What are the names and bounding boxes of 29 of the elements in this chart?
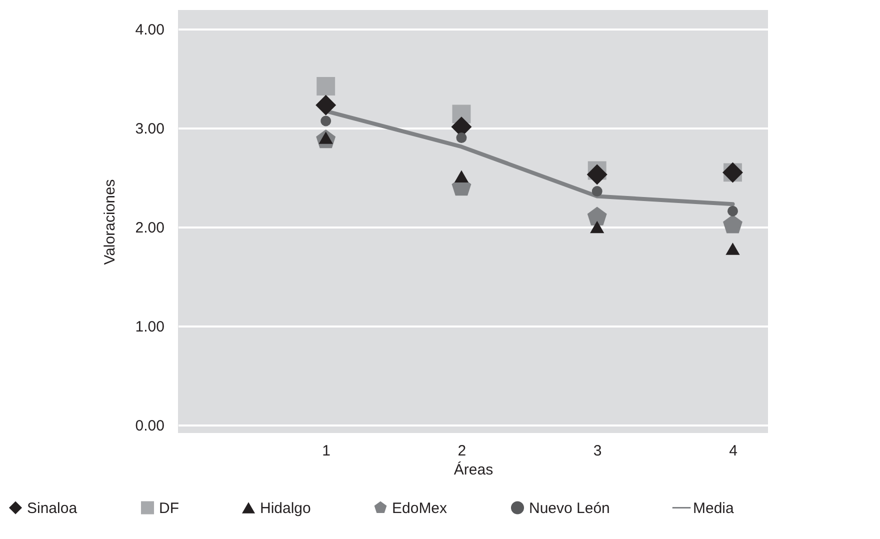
x-axis-title: Áreas [454, 460, 494, 478]
legend-label: Sinaloa [27, 500, 78, 517]
point [456, 132, 467, 144]
point [586, 164, 608, 185]
legend-label: Nuevo León [529, 500, 610, 517]
legend-label: EdoMex [392, 500, 448, 517]
x-tick-label: 2 [458, 442, 466, 460]
point [727, 206, 738, 216]
y-tick-label: 3.00 [135, 120, 164, 138]
point [587, 206, 607, 226]
y-tick-label: 2.00 [135, 219, 164, 236]
point [320, 116, 332, 126]
legend-label: DF [159, 500, 179, 517]
y-axis-title: Valoraciones [101, 179, 118, 265]
y-tick-label: 0.00 [135, 418, 164, 435]
point [316, 94, 336, 116]
legend-label: Hidalgo [260, 500, 311, 517]
x-tick-label: 1 [322, 442, 331, 460]
point [454, 170, 469, 183]
x-tick-label: 3 [593, 442, 602, 460]
y-tick-label: 4.00 [135, 21, 164, 38]
legend-label: Media [693, 500, 735, 517]
y-tick-label: 1.00 [135, 318, 164, 336]
x-tick-label: 4 [729, 442, 738, 460]
point [726, 242, 740, 255]
point [590, 220, 604, 234]
point [316, 77, 336, 96]
point [592, 186, 602, 197]
point [723, 214, 742, 234]
